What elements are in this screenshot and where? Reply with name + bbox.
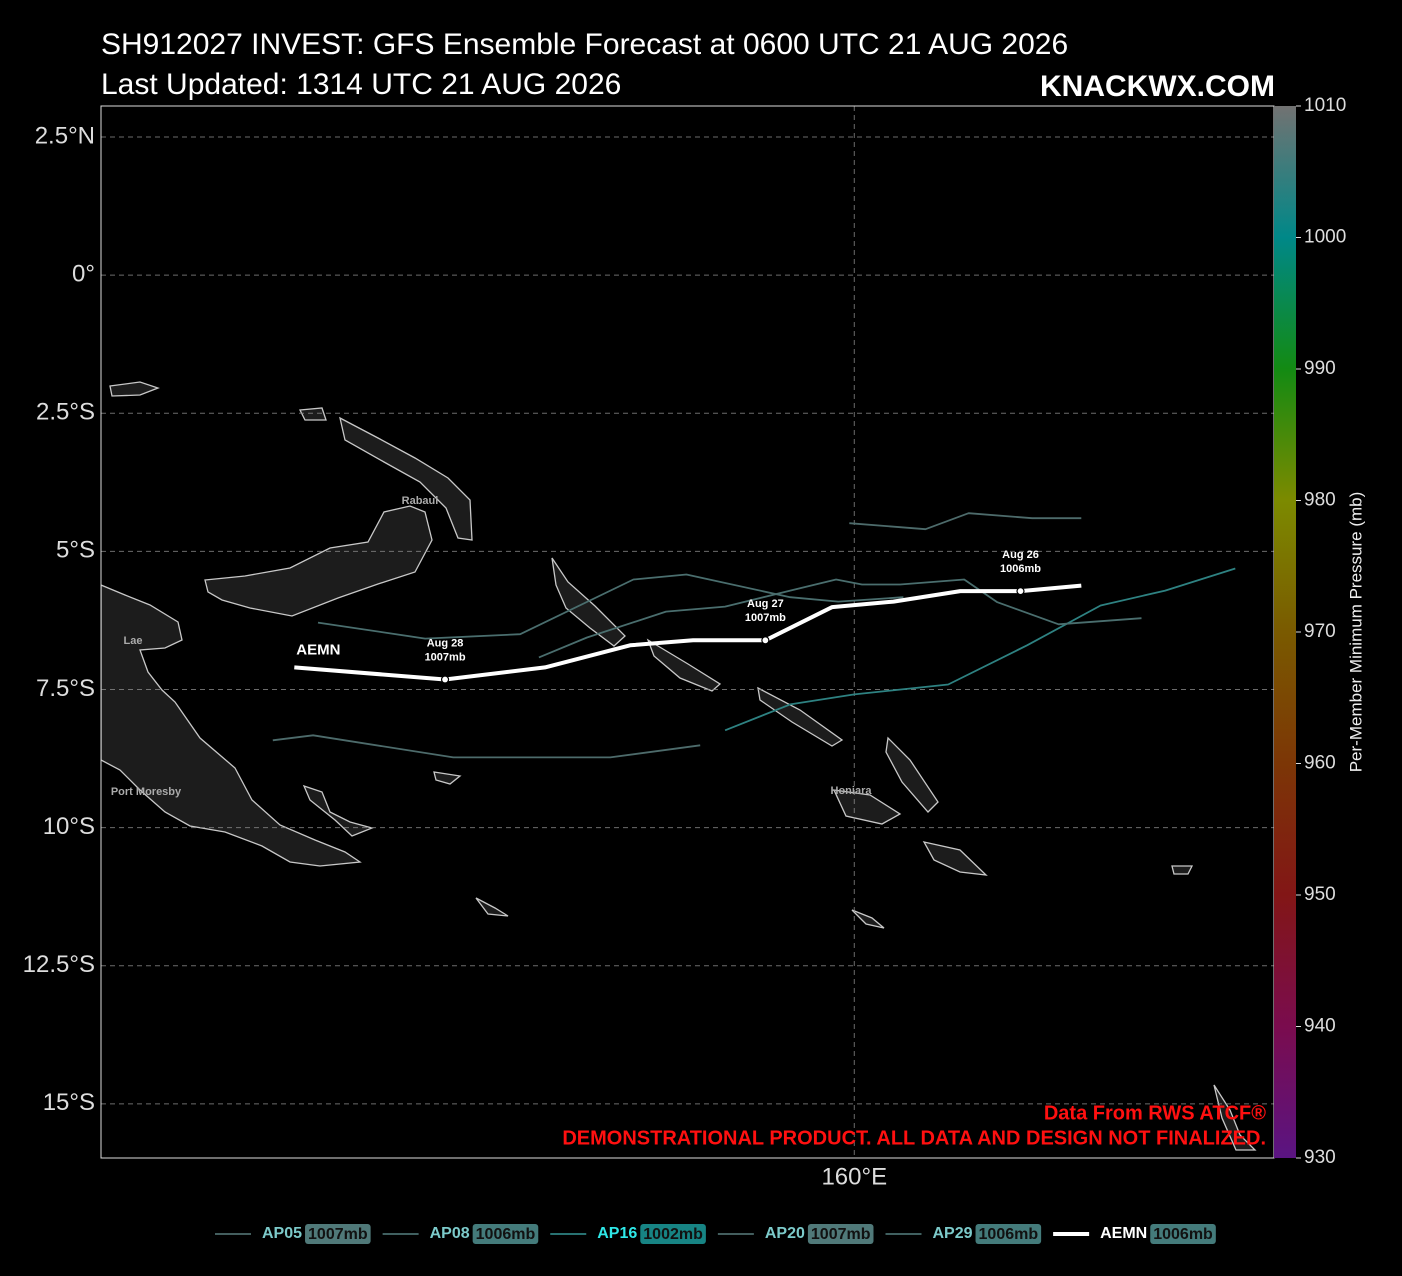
track-name: AEMN bbox=[296, 641, 340, 658]
chart-title: SH912027 INVEST: GFS Ensemble Forecast a… bbox=[101, 28, 1068, 61]
track-line bbox=[538, 578, 1142, 659]
point-pressure: 1006mb bbox=[1000, 563, 1041, 575]
landmass bbox=[339, 416, 473, 541]
place-label: Honiara bbox=[831, 785, 873, 797]
landmass bbox=[1171, 865, 1194, 875]
point-date: Aug 26 bbox=[1002, 549, 1039, 561]
track-point bbox=[761, 636, 770, 645]
legend-badge bbox=[807, 1224, 874, 1244]
legend-entry: AP29 bbox=[933, 1225, 973, 1242]
y-tick-label: 10°S bbox=[43, 813, 95, 840]
point-date: Aug 27 bbox=[747, 598, 784, 610]
brand: KNACKWX.COM bbox=[1040, 70, 1275, 103]
y-tick-label: 15°S bbox=[43, 1089, 95, 1116]
track-line bbox=[849, 512, 1082, 531]
colorbar-tick-label: 1000 bbox=[1304, 227, 1346, 248]
colorbar-tick-label: 960 bbox=[1304, 753, 1336, 774]
legend-entry: AP20 bbox=[765, 1225, 805, 1242]
landmass bbox=[433, 771, 462, 785]
legend-badge-label: 1006mb bbox=[979, 1226, 1039, 1243]
track-point bbox=[440, 675, 450, 684]
point-pressure: 1007mb bbox=[745, 612, 786, 624]
disclaimer: DEMONSTRATIONAL PRODUCT. ALL DATA AND DE… bbox=[562, 1127, 1266, 1149]
track-line bbox=[272, 734, 701, 759]
legend-badge-label: 1007mb bbox=[308, 1226, 368, 1243]
landmass bbox=[885, 736, 939, 813]
plot-area: Rabaul Lae Port Moresby Honiara Aug 28 1007mb… bbox=[101, 106, 1274, 1158]
colorbar bbox=[1274, 106, 1296, 1158]
track-line bbox=[724, 567, 1236, 732]
landmass bbox=[851, 909, 885, 929]
credit: Data From RWS ATCF® bbox=[1044, 1102, 1266, 1124]
legend-badge bbox=[1150, 1224, 1216, 1244]
legend-badge-label: 1006mb bbox=[1153, 1226, 1213, 1243]
legend-entry: AP05 bbox=[262, 1225, 302, 1242]
colorbar-tick-label: 970 bbox=[1304, 621, 1336, 642]
legend-badge-label: 1002mb bbox=[643, 1226, 703, 1243]
y-tick-label: 0° bbox=[72, 260, 95, 287]
landmass bbox=[204, 505, 433, 617]
landmass bbox=[922, 841, 988, 876]
legend-badge bbox=[640, 1224, 706, 1244]
landmass bbox=[832, 789, 902, 825]
colorbar-label: Per-Member Minimum Pressure (mb) bbox=[1346, 492, 1365, 773]
colorbar-tick-label: 1010 bbox=[1304, 95, 1346, 116]
colorbar-tick-label: 980 bbox=[1304, 490, 1336, 511]
legend-badge bbox=[305, 1224, 371, 1244]
legend-badge bbox=[472, 1224, 539, 1244]
point-date: Aug 28 bbox=[427, 637, 464, 649]
landmass bbox=[101, 584, 362, 867]
land bbox=[101, 381, 1257, 1151]
chart-subtitle: Last Updated: 1314 UTC 21 AUG 2026 bbox=[101, 68, 621, 101]
colorbar-tick-label: 940 bbox=[1304, 1016, 1336, 1037]
colorbar-tick-label: 930 bbox=[1304, 1147, 1336, 1168]
track-point bbox=[1016, 587, 1025, 596]
colorbar-tick-label: 990 bbox=[1304, 358, 1336, 379]
legend-entry: AEMN bbox=[1100, 1225, 1147, 1242]
place-label: Lae bbox=[124, 635, 143, 647]
landmass bbox=[757, 686, 844, 747]
place-label: Port Moresby bbox=[111, 786, 182, 798]
point-pressure: 1007mb bbox=[425, 651, 466, 663]
legend-badge-label: 1007mb bbox=[811, 1226, 871, 1243]
y-tick-label: 2.5°S bbox=[36, 399, 95, 426]
legend-entry: AP16 bbox=[597, 1225, 637, 1242]
landmass bbox=[646, 638, 722, 692]
legend-badge-label: 1006mb bbox=[476, 1226, 536, 1243]
legend-entry: AP08 bbox=[430, 1225, 470, 1242]
track-line bbox=[317, 573, 904, 640]
legend-badge bbox=[975, 1224, 1042, 1244]
y-tick-label: 2.5°N bbox=[35, 122, 95, 149]
landmass bbox=[475, 897, 509, 917]
landmass bbox=[298, 407, 327, 421]
y-tick-label: 12.5°S bbox=[23, 951, 95, 978]
colorbar-tick-label: 950 bbox=[1304, 884, 1336, 905]
y-tick-label: 5°S bbox=[56, 537, 95, 564]
landmass bbox=[109, 381, 160, 397]
place-label: Rabaul bbox=[402, 495, 439, 507]
y-tick-label: 7.5°S bbox=[36, 675, 95, 702]
x-tick-label: 160°E bbox=[821, 1163, 887, 1190]
landmass bbox=[1213, 1084, 1257, 1151]
